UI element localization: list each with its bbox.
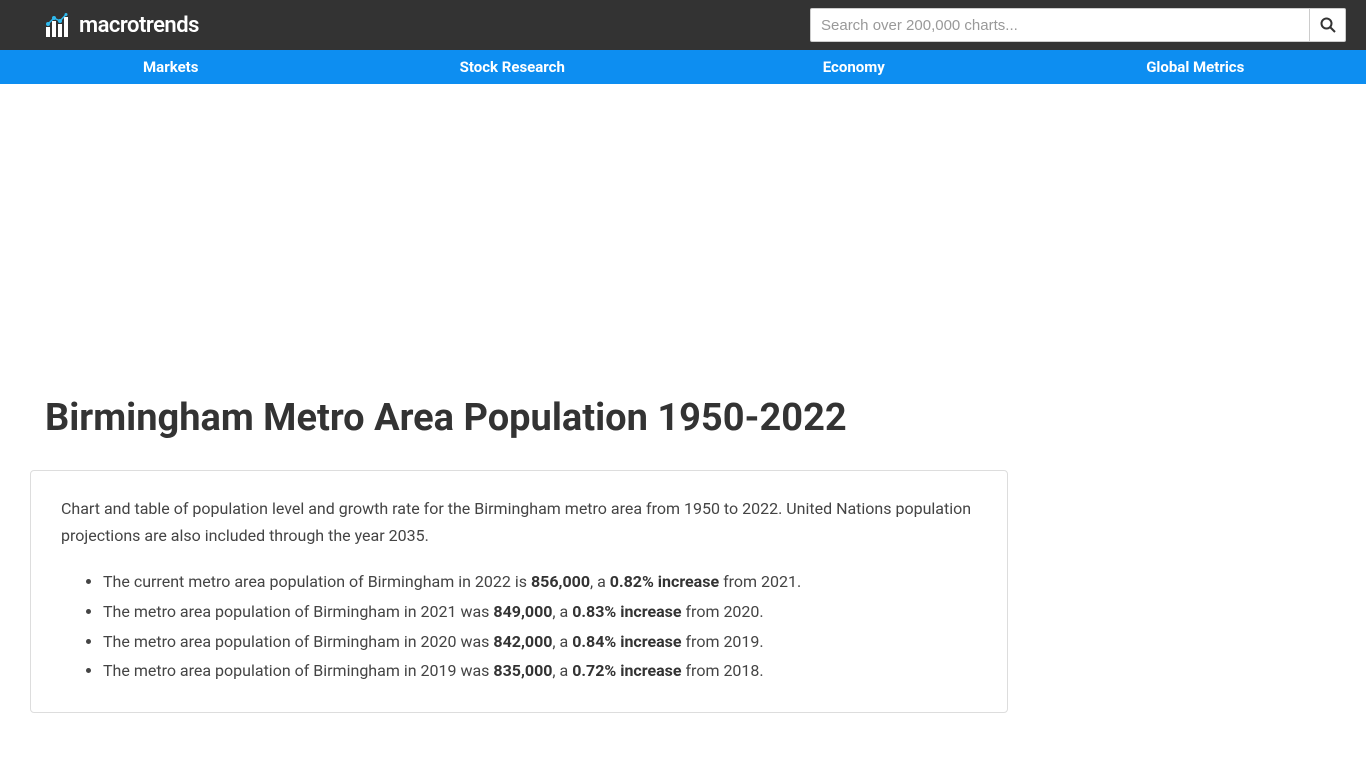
bullet-suffix: from 2018.: [682, 661, 764, 680]
bullet-mid: , a: [590, 572, 610, 591]
description-text: Chart and table of population level and …: [61, 495, 977, 549]
bullet-population: 842,000: [493, 632, 552, 651]
bullet-suffix: from 2021.: [719, 572, 801, 591]
search-icon: [1320, 17, 1336, 33]
list-item: The metro area population of Birmingham …: [103, 627, 977, 657]
description-box: Chart and table of population level and …: [30, 470, 1008, 713]
bullet-prefix: The current metro area population of Bir…: [103, 572, 531, 591]
bullet-prefix: The metro area population of Birmingham …: [103, 661, 493, 680]
nav-item-stock-research[interactable]: Stock Research: [342, 50, 684, 84]
bullet-mid: , a: [552, 602, 572, 621]
top-bar: macrotrends: [0, 0, 1366, 50]
bullet-change: 0.83% increase: [572, 602, 681, 621]
content-area: Birmingham Metro Area Population 1950-20…: [0, 396, 1366, 713]
bullet-mid: , a: [552, 661, 572, 680]
data-list: The current metro area population of Bir…: [61, 567, 977, 685]
bullet-suffix: from 2020.: [682, 602, 764, 621]
nav-item-markets[interactable]: Markets: [0, 50, 342, 84]
logo-text: macrotrends: [79, 13, 199, 38]
bullet-population: 849,000: [493, 602, 552, 621]
bullet-prefix: The metro area population of Birmingham …: [103, 632, 493, 651]
bullet-change: 0.82% increase: [610, 572, 719, 591]
bullet-mid: , a: [552, 632, 572, 651]
search-button[interactable]: [1310, 8, 1346, 42]
bullet-suffix: from 2019.: [682, 632, 764, 651]
logo[interactable]: macrotrends: [45, 13, 199, 38]
bullet-change: 0.72% increase: [572, 661, 681, 680]
nav-item-economy[interactable]: Economy: [683, 50, 1025, 84]
bullet-population: 856,000: [531, 572, 590, 591]
nav-item-global-metrics[interactable]: Global Metrics: [1025, 50, 1366, 84]
logo-icon: [45, 13, 73, 37]
bullet-prefix: The metro area population of Birmingham …: [103, 602, 493, 621]
bullet-change: 0.84% increase: [572, 632, 681, 651]
list-item: The metro area population of Birmingham …: [103, 656, 977, 686]
search-container: [810, 8, 1346, 42]
bullet-population: 835,000: [493, 661, 552, 680]
page-title: Birmingham Metro Area Population 1950-20…: [45, 396, 1336, 440]
nav-bar: Markets Stock Research Economy Global Me…: [0, 50, 1366, 84]
list-item: The metro area population of Birmingham …: [103, 597, 977, 627]
list-item: The current metro area population of Bir…: [103, 567, 977, 597]
search-input[interactable]: [810, 8, 1310, 42]
